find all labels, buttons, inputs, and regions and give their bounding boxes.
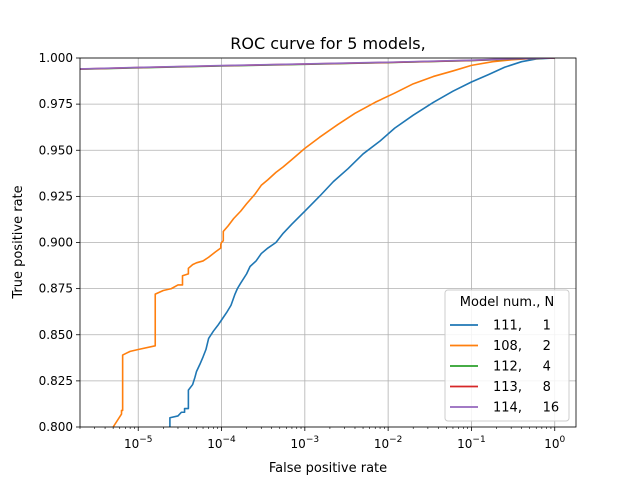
x-tick-label: 10−4 bbox=[207, 435, 236, 451]
series-line-5 bbox=[80, 58, 555, 70]
x-tick-label: 100 bbox=[544, 435, 565, 451]
x-axis-label: False positive rate bbox=[269, 461, 387, 476]
y-tick-label: 1.000 bbox=[39, 51, 73, 65]
legend-box bbox=[444, 289, 570, 422]
plot-area bbox=[80, 58, 555, 427]
y-tick-label: 0.800 bbox=[39, 420, 73, 434]
legend-label: 113, 8 bbox=[493, 380, 551, 395]
x-tick-label-exponent: −2 bbox=[389, 435, 402, 445]
y-axis: 0.800 0.825 0.850 0.875 0.900 0.925 0.950 0.975… bbox=[39, 51, 80, 434]
x-tick-label-base: 10 bbox=[124, 437, 139, 451]
y-tick-label: 0.900 bbox=[39, 236, 73, 250]
legend-label: 114, 16 bbox=[493, 401, 559, 416]
legend-label: 111, 1 bbox=[493, 319, 551, 334]
y-axis-label: True positive rate bbox=[11, 185, 26, 299]
legend-title: Model num., N bbox=[460, 295, 554, 310]
y-tick-label: 0.850 bbox=[39, 328, 73, 342]
x-tick-label-exponent: −1 bbox=[472, 435, 485, 445]
series-line-2 bbox=[112, 58, 555, 427]
x-tick-label-base: 10 bbox=[457, 437, 472, 451]
x-tick-label: 10−1 bbox=[457, 435, 486, 451]
y-tick-label: 0.875 bbox=[39, 282, 73, 296]
legend-label: 108, 2 bbox=[493, 339, 551, 354]
y-tick-label: 0.825 bbox=[39, 374, 73, 388]
x-tick-label-exponent: −5 bbox=[139, 435, 152, 445]
series-line-1 bbox=[169, 58, 555, 427]
x-tick-label-base: 10 bbox=[374, 437, 389, 451]
x-tick-label-base: 10 bbox=[207, 437, 222, 451]
x-tick-label: 10−2 bbox=[374, 435, 403, 451]
legend-entries: 111, 1 108, 2 112, 4 113, 8 114, 16 bbox=[450, 319, 559, 416]
x-tick-label-base: 10 bbox=[544, 437, 559, 451]
legend-label: 112, 4 bbox=[493, 360, 551, 375]
x-axis: 10−5 10−4 10−3 10−2 10−1 100 bbox=[79, 427, 566, 451]
x-tick-label-base: 10 bbox=[291, 437, 306, 451]
chart-title: ROC curve for 5 models, bbox=[230, 34, 425, 53]
x-tick-label-exponent: −3 bbox=[306, 435, 319, 445]
y-tick-label: 0.975 bbox=[39, 97, 73, 111]
x-tick-label-exponent: 0 bbox=[560, 435, 566, 445]
x-tick-label: 10−3 bbox=[291, 435, 320, 451]
y-tick-label: 0.950 bbox=[39, 143, 73, 157]
x-tick-label: 10−5 bbox=[124, 435, 153, 451]
x-tick-label-exponent: −4 bbox=[223, 435, 237, 445]
y-tick-label: 0.925 bbox=[39, 189, 73, 203]
